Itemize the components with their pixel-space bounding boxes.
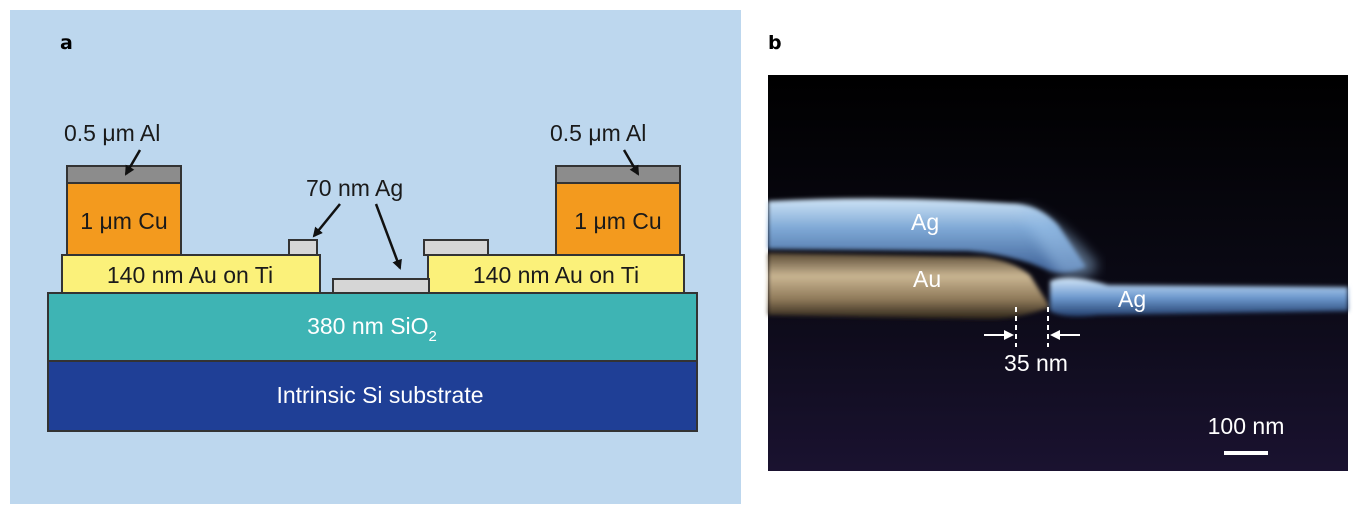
- scale-bar: [1224, 451, 1268, 455]
- si-substrate-label: Intrinsic Si substrate: [276, 382, 483, 408]
- al-left-arrow: [124, 149, 142, 176]
- sem-ag-top-film: [768, 198, 1086, 273]
- cu-left-block: [66, 182, 182, 256]
- al-right-cap: [555, 165, 681, 184]
- sem-ag-top-label: Ag: [911, 209, 939, 235]
- ag-small-pad: [288, 239, 318, 256]
- ag-70nm-arrow-right: [374, 203, 402, 270]
- si-substrate-layer: [47, 360, 698, 432]
- cu-right-label: 1 μm Cu: [574, 208, 661, 234]
- cu-left-label: 1 μm Cu: [80, 208, 167, 234]
- au-ti-right-layer: [427, 254, 685, 294]
- al-right-arrow: [622, 149, 640, 176]
- sio2-label: 380 nm SiO2: [307, 313, 437, 345]
- panel-a-label: a: [60, 32, 73, 54]
- sio2-layer: [47, 292, 698, 362]
- sem-ag-right-label: Ag: [1118, 286, 1146, 312]
- au-ti-left-label: 140 nm Au on Ti: [107, 262, 273, 288]
- panel-b-label: b: [768, 32, 782, 54]
- gap-right-arrowhead: [1050, 330, 1060, 340]
- al-left-label: 0.5 μm Al: [64, 120, 160, 146]
- al-left-cap: [66, 165, 182, 184]
- gap-left-arrowhead: [1004, 330, 1014, 340]
- scale-bar-label: 100 nm: [1208, 413, 1285, 439]
- ag-70nm-label: 70 nm Ag: [306, 175, 403, 201]
- ag-70nm-arrow-left: [312, 203, 341, 238]
- ag-gap-strip: [332, 278, 430, 294]
- au-ti-left-layer: [61, 254, 321, 294]
- gap-size-label: 35 nm: [1004, 350, 1068, 376]
- sem-ag-glow: [1018, 205, 1098, 279]
- al-right-label: 0.5 μm Al: [550, 120, 646, 146]
- sem-micrograph-image: Ag Au Ag 35 nm 100 nm: [768, 75, 1348, 471]
- sem-ag-right-strip: [1050, 277, 1348, 317]
- ag-step-pad: [423, 239, 489, 256]
- sem-au-label: Au: [913, 266, 941, 292]
- au-ti-right-label: 140 nm Au on Ti: [473, 262, 639, 288]
- sem-au-layer: [768, 253, 1050, 319]
